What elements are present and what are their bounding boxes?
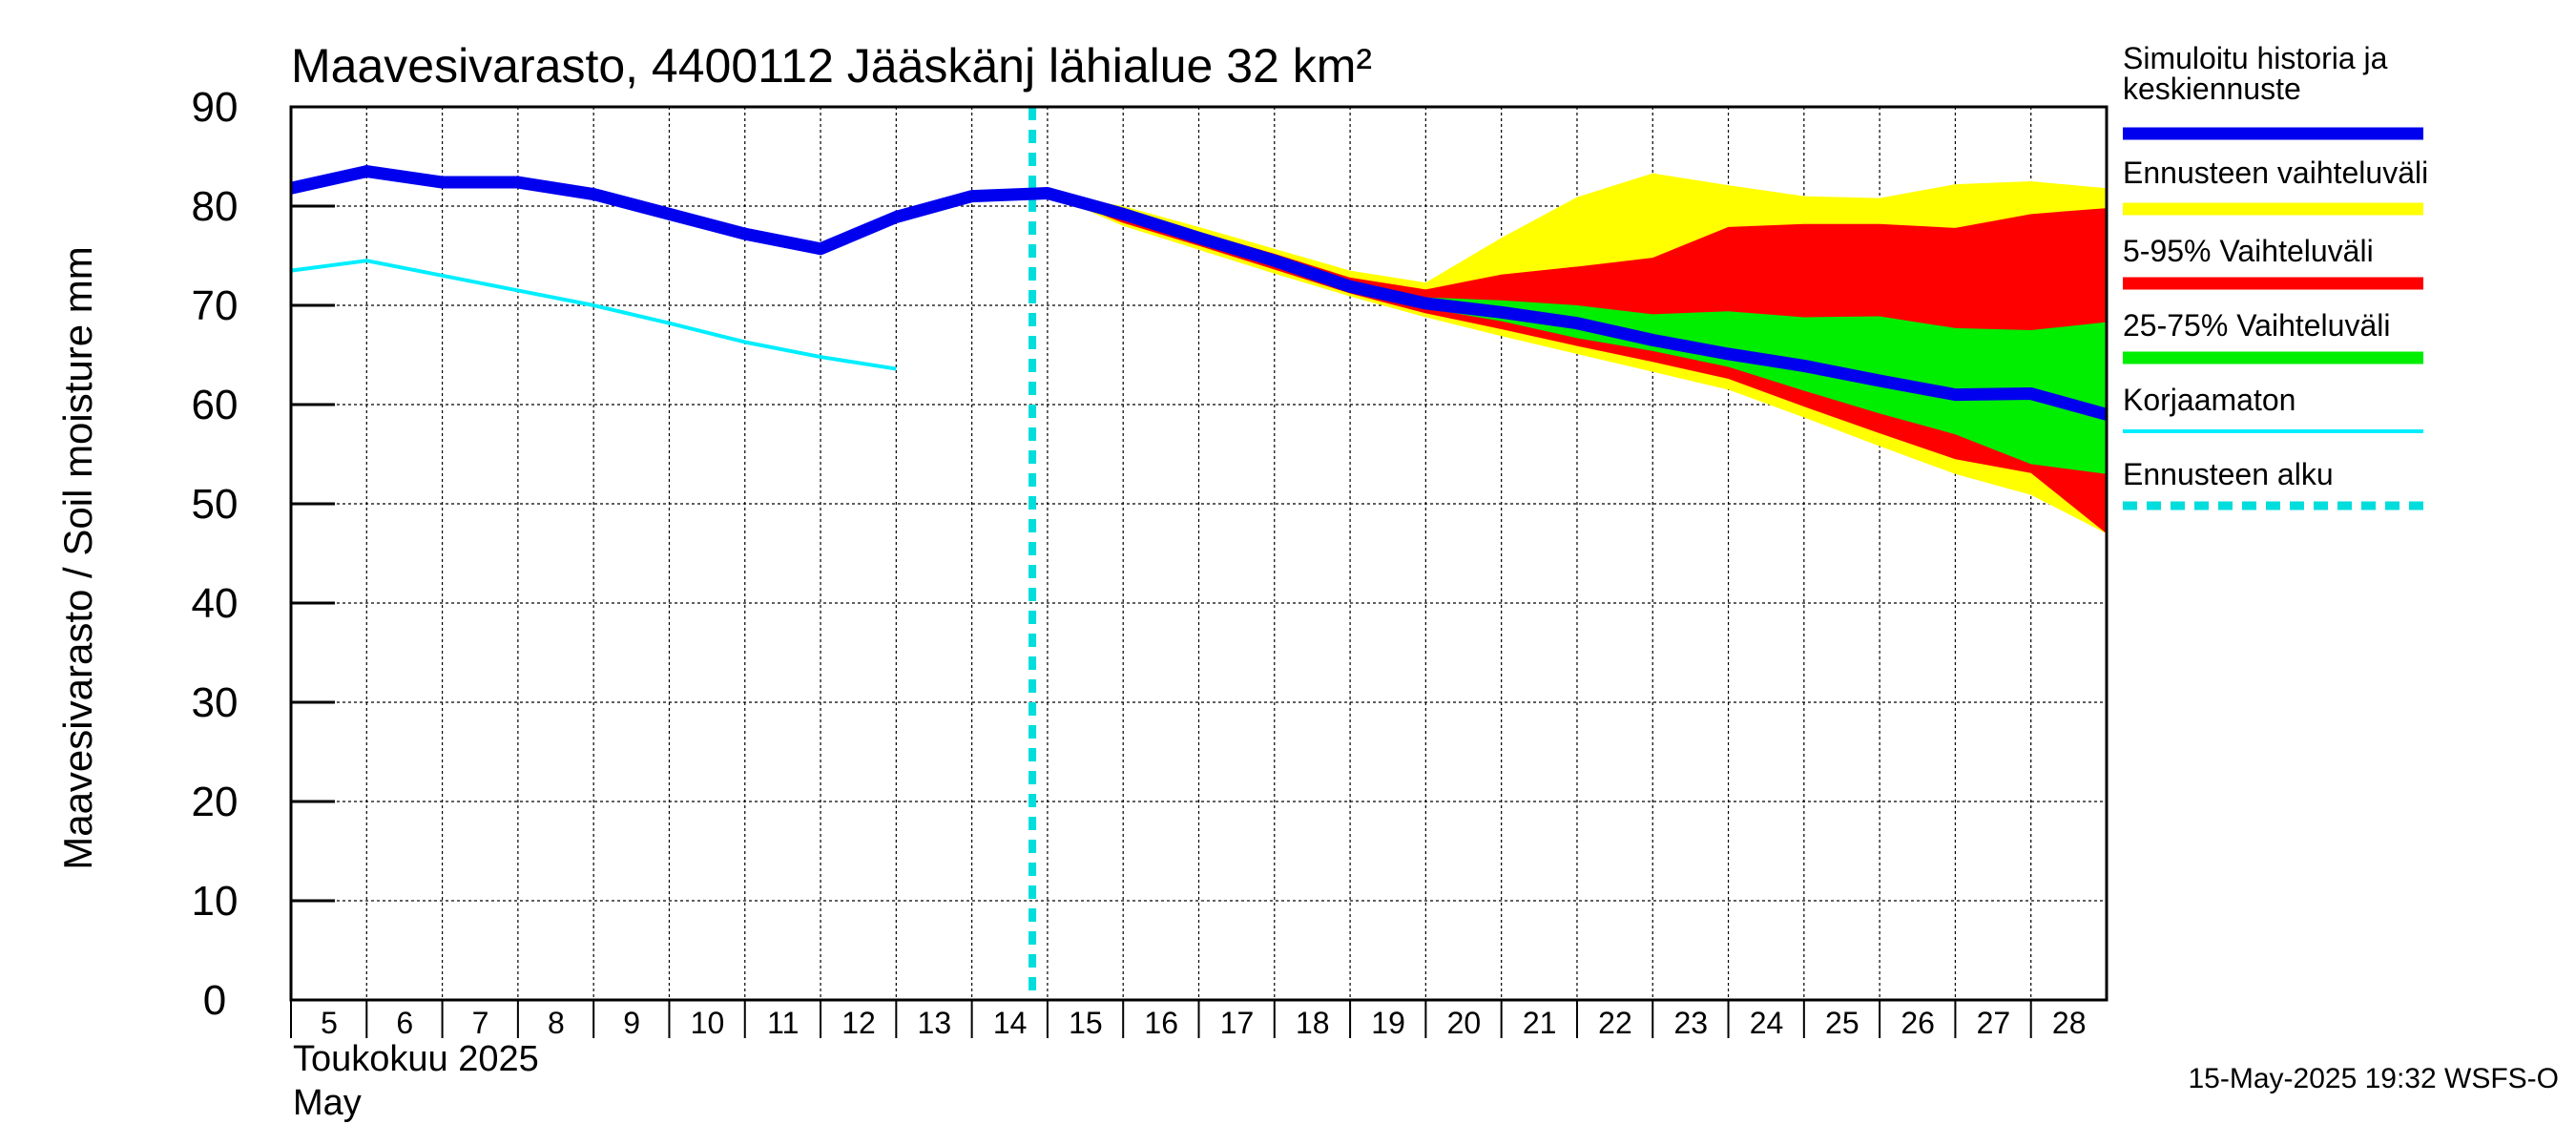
- legend-label: 25-75% Vaihteluväli: [2123, 308, 2390, 343]
- x-tick-label: 15: [1069, 1006, 1103, 1040]
- y-tick-label: 30: [192, 679, 239, 726]
- x-tick-label: 20: [1447, 1006, 1482, 1040]
- legend-label: Ennusteen alku: [2123, 457, 2334, 491]
- y-tick-label: 80: [192, 183, 239, 230]
- x-tick-label: 11: [767, 1006, 799, 1040]
- x-tick-label: 16: [1144, 1006, 1178, 1040]
- axis-ticks: 0 10 20 30 40 50 60 70 80 90 5 6 7 8 9 10 11 12 13 14 15 16 17…: [192, 84, 2087, 1040]
- y-tick-label: 90: [192, 84, 239, 131]
- simulated-median-line: [289, 165, 2109, 421]
- x-tick-label: 14: [993, 1006, 1028, 1040]
- y-tick-label: 0: [203, 977, 226, 1024]
- x-tick-label: 6: [396, 1006, 413, 1040]
- y-axis-label: Maavesivarasto / Soil moisture mm: [55, 246, 100, 870]
- y-tick-label: 50: [192, 481, 239, 528]
- x-tick-label: 10: [691, 1006, 725, 1040]
- x-tick-label: 24: [1750, 1006, 1784, 1040]
- x-tick-label: 26: [1901, 1006, 1935, 1040]
- x-axis-label-month-en: May: [293, 1083, 362, 1123]
- x-tick-label: 12: [841, 1006, 876, 1040]
- x-tick-label: 7: [472, 1006, 489, 1040]
- legend-label: Korjaamaton: [2123, 383, 2296, 417]
- p25-75-band: [1047, 193, 2107, 474]
- x-tick-label: 23: [1673, 1006, 1708, 1040]
- chart-title: Maavesivarasto, 4400112 Jääskänj lähialu…: [291, 39, 1372, 93]
- series-lines: [289, 107, 2109, 1000]
- y-tick-label: 60: [192, 382, 239, 428]
- x-tick-label: 27: [1977, 1006, 2011, 1040]
- x-tick-label: 22: [1598, 1006, 1632, 1040]
- x-axis-label-month: Toukokuu 2025: [293, 1039, 539, 1079]
- y-tick-label: 70: [192, 282, 239, 329]
- y-tick-label: 20: [192, 779, 239, 825]
- legend-label: Ennusteen vaihteluväli: [2123, 156, 2428, 190]
- x-tick-label: 8: [548, 1006, 565, 1040]
- x-tick-label: 25: [1825, 1006, 1859, 1040]
- x-tick-label: 9: [623, 1006, 640, 1040]
- y-tick-label: 10: [192, 878, 239, 925]
- x-tick-label: 19: [1371, 1006, 1405, 1040]
- legend-label: Simuloitu historia ja: [2123, 41, 2388, 75]
- timestamp: 15-May-2025 19:32 WSFS-O: [2189, 1063, 2560, 1094]
- x-tick-label: 21: [1523, 1006, 1557, 1040]
- x-tick-label: 17: [1220, 1006, 1255, 1040]
- x-tick-label: 13: [918, 1006, 952, 1040]
- legend-label: 5-95% Vaihteluväli: [2123, 234, 2374, 268]
- x-tick-label: 28: [2052, 1006, 2087, 1040]
- uncorrected-line: [290, 259, 897, 371]
- legend-label: keskiennuste: [2123, 72, 2301, 106]
- x-tick-label: 5: [321, 1006, 338, 1040]
- y-tick-label: 40: [192, 580, 239, 627]
- x-tick-label: 18: [1296, 1006, 1330, 1040]
